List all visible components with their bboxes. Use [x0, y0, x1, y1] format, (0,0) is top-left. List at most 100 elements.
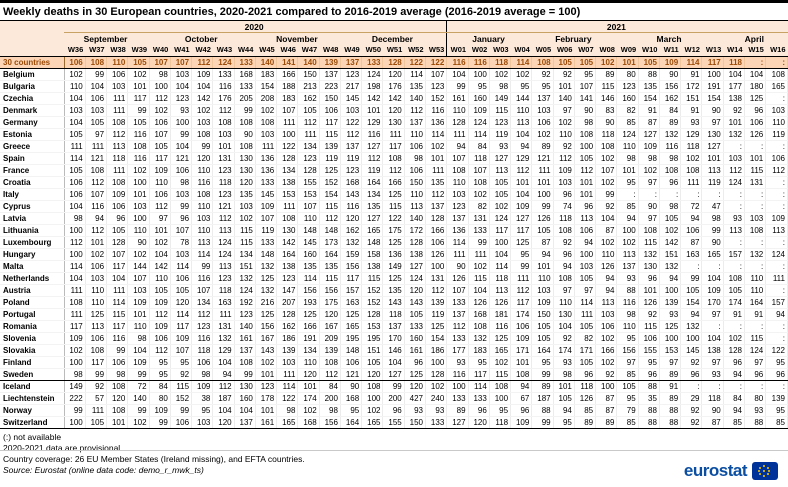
value-cell: 111 [382, 128, 405, 141]
value-cell: 96 [404, 356, 427, 369]
value-cell: 122 [276, 392, 299, 405]
country-label: Croatia [0, 176, 65, 189]
value-cell: 110 [404, 188, 427, 201]
value-cell: 82 [574, 332, 597, 345]
value-cell: 175 [382, 224, 405, 237]
value-cell: 120 [404, 380, 427, 393]
value-cell: 104 [64, 116, 86, 129]
value-cell: 140 [127, 392, 150, 405]
value-cell: 118 [595, 128, 618, 141]
value-cell: 177 [723, 80, 746, 93]
value-cell: 99 [170, 200, 193, 213]
value-cell: 94 [212, 368, 235, 381]
value-cell: 94 [85, 212, 108, 225]
week-header: W47 [297, 44, 320, 57]
value-cell: 102 [425, 140, 448, 153]
value-cell: 125 [85, 308, 108, 321]
value-cell: 100 [446, 380, 469, 393]
value-cell: 99 [446, 80, 469, 93]
value-cell: 106 [170, 164, 193, 177]
value-cell: 200 [382, 392, 405, 405]
value-cell: 101 [616, 164, 639, 177]
value-cell: 116 [340, 200, 363, 213]
value-cell: 101 [531, 260, 554, 273]
value-cell: 100 [127, 176, 150, 189]
value-cell: 183 [276, 92, 299, 105]
value-cell: 124 [212, 236, 235, 249]
value-cell: 119 [340, 152, 363, 165]
value-cell: 99 [127, 368, 150, 381]
value-cell: 38 [191, 392, 214, 405]
week-header: W09 [616, 44, 639, 57]
value-cell: 117 [149, 152, 171, 165]
value-cell: 106 [85, 332, 108, 345]
value-cell: 135 [297, 260, 320, 273]
value-cell: 133 [446, 332, 469, 345]
value-cell: 98 [553, 368, 575, 381]
value-cell: 111 [106, 92, 129, 105]
value-cell: 104 [64, 200, 86, 213]
value-cell: 113 [616, 248, 639, 261]
value-cell: 88 [638, 380, 660, 393]
value-cell: 132 [680, 320, 703, 333]
value-cell: 144 [510, 92, 533, 105]
table-row: Iceland 149 92 108 72 84 115 109 112 130 123 114 101… [0, 380, 788, 393]
value-cell: 112 [212, 380, 235, 393]
value-cell: 191 [701, 80, 724, 93]
value-cell: 88 [638, 68, 660, 81]
value-cell: 124 [744, 344, 767, 357]
value-cell: 110 [510, 104, 533, 117]
value-cell: 94 [574, 236, 597, 249]
value-cell: 150 [531, 308, 554, 321]
value-cell: 126 [468, 296, 490, 309]
value-cell: 108 [744, 224, 767, 237]
country-label: Luxembourg [0, 236, 65, 249]
value-cell: 123 [212, 188, 235, 201]
value-cell: 104 [106, 272, 129, 285]
value-cell: 127 [638, 128, 660, 141]
value-cell: 104 [170, 140, 193, 153]
value-cell: 125 [255, 308, 278, 321]
value-cell: 128 [404, 236, 427, 249]
value-cell: 98 [638, 152, 660, 165]
week-header: W43 [212, 44, 235, 57]
value-cell: 148 [319, 224, 341, 237]
value-cell: 101 [127, 188, 150, 201]
value-cell: : [765, 200, 788, 213]
divider [0, 450, 788, 451]
value-cell: 93 [723, 212, 746, 225]
value-cell: 102 [468, 260, 490, 273]
value-cell: 106 [574, 224, 597, 237]
value-cell: 114 [297, 272, 320, 285]
value-cell: 140 [404, 212, 427, 225]
value-cell: 85 [574, 404, 597, 417]
country-label: Slovenia [0, 332, 65, 345]
value-cell: 133 [255, 236, 278, 249]
value-cell: 139 [319, 344, 341, 357]
value-cell: 138 [276, 260, 299, 273]
table-row: Belgium 102 99 106 102 98 103 109 133 168 183 166 15… [0, 68, 788, 81]
table-row: Norway 99 111 108 99 109 99 95 104 104 101 98 102 98 9… [0, 404, 788, 417]
value-cell: : [744, 236, 767, 249]
value-cell: 112 [765, 164, 788, 177]
value-cell: 93 [616, 272, 639, 285]
value-cell: 105 [170, 284, 193, 297]
value-cell: 104 [191, 80, 214, 93]
value-cell: 95 [149, 356, 171, 369]
value-cell: : [744, 200, 767, 213]
value-cell: 93 [425, 404, 448, 417]
value-cell: 147 [276, 284, 299, 297]
value-cell: 120 [340, 212, 363, 225]
value-cell: 102 [680, 152, 703, 165]
value-cell: : [659, 188, 682, 201]
value-cell: 125 [382, 188, 405, 201]
value-cell: 125 [659, 320, 682, 333]
value-cell: 111 [85, 404, 108, 417]
value-cell: 116 [468, 56, 490, 69]
value-cell: 126 [595, 260, 618, 273]
value-cell: 99 [191, 140, 214, 153]
value-cell: 92 [680, 356, 703, 369]
value-cell: 100 [127, 212, 150, 225]
value-cell: 174 [553, 344, 575, 357]
value-cell: 100 [64, 224, 86, 237]
